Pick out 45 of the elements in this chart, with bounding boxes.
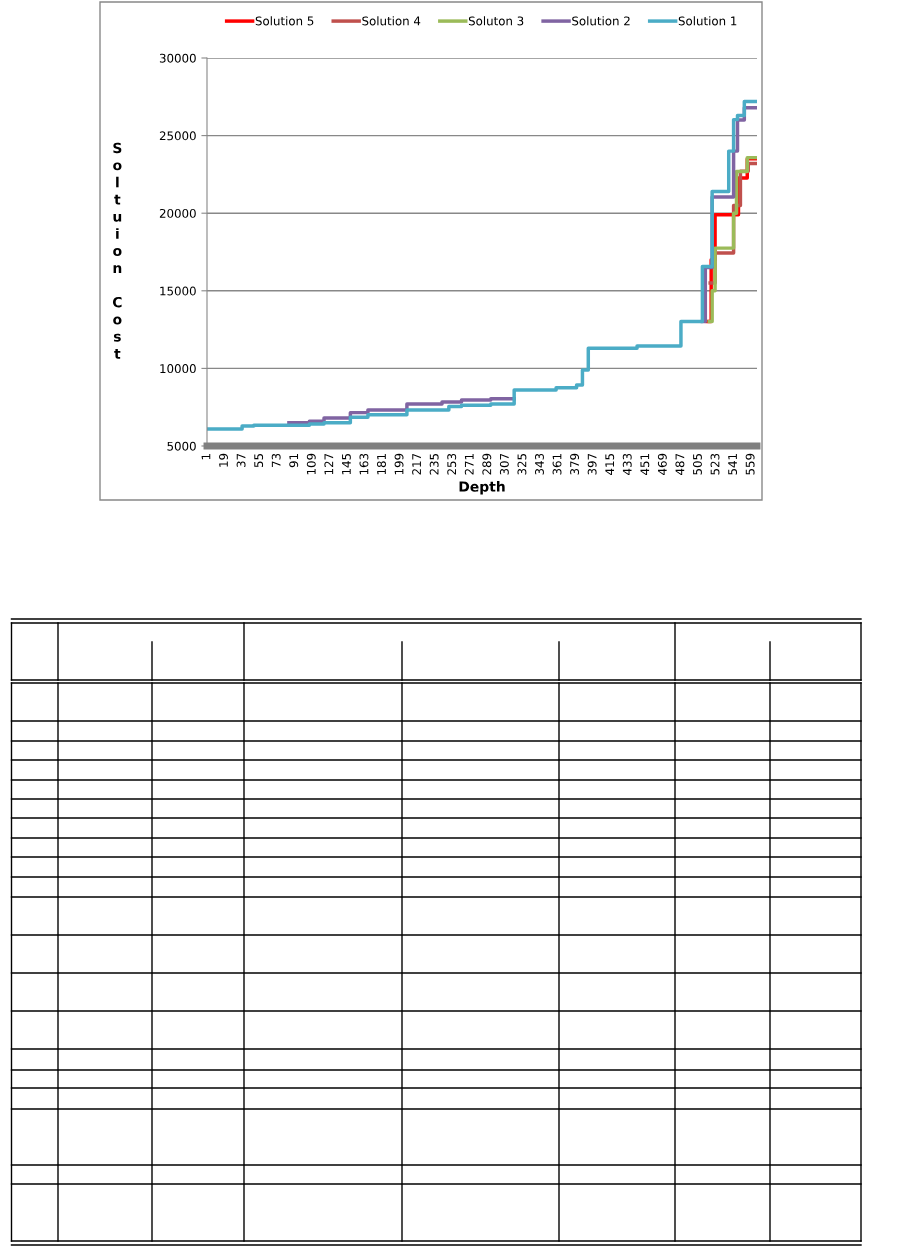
y-tick-label: 10000 (160, 364, 196, 374)
x-tick-label: 181 (377, 454, 386, 475)
x-tick-label: 217 (412, 453, 421, 475)
x-axis-title: Depth (459, 481, 505, 495)
x-tick-label: 91 (289, 454, 299, 468)
x-tick-label: 199 (394, 453, 404, 475)
x-tick-label: 271 (464, 454, 474, 475)
x-tick-label: 109 (306, 453, 316, 475)
legend-label: Soluton 3 (468, 16, 524, 26)
x-tick-label: 19 (219, 453, 228, 467)
x-tick-label: 55 (254, 453, 264, 468)
y-tick-label: 30000 (159, 53, 196, 63)
x-tick-label: 487 (675, 453, 685, 475)
x-tick-label: 235 (429, 453, 439, 475)
x-tick-label: 325 (517, 453, 527, 475)
x-tick-label: 307 (499, 453, 509, 475)
x-tick-label: 541 (728, 454, 738, 475)
x-tick-label: 289 (482, 453, 492, 475)
x-tick-label: 343 (535, 453, 544, 475)
y-tick-label: 20000 (159, 208, 196, 218)
x-tick-label: 505 (692, 453, 702, 475)
x-tick-label: 1 (201, 454, 211, 460)
x-tick-label: 469 (657, 453, 667, 475)
legend-label: Solution 5 (255, 16, 314, 26)
y-tick-label: 25000 (159, 131, 196, 141)
x-tick-label: 451 (640, 454, 650, 475)
y-tick-label: 15000 (160, 286, 196, 296)
legend-label: Solution 4 (362, 16, 421, 26)
text: Soltuion Cost (112, 142, 122, 359)
x-tick-label: 559 (745, 453, 755, 475)
y-tick-label: 5000 (167, 441, 196, 451)
x-tick-label: 379 (570, 453, 580, 475)
x-tick-label: 361 (552, 454, 562, 475)
x-tick-label: 415 (605, 453, 615, 475)
x-tick-label: 73 (271, 453, 281, 467)
x-tick-label: 253 (447, 453, 457, 475)
x-tick-label: 397 (587, 453, 597, 475)
x-tick-label: 127 (324, 453, 334, 475)
x-tick-label: 523 (710, 453, 720, 475)
legend-label: Solution 2 (572, 16, 630, 26)
x-tick-label: 145 (342, 453, 351, 475)
x-tick-label: 163 (359, 453, 369, 475)
x-tick-label: 433 (622, 453, 632, 475)
legend-label: Solution 1 (678, 16, 737, 26)
x-tick-label: 37 (236, 453, 246, 468)
